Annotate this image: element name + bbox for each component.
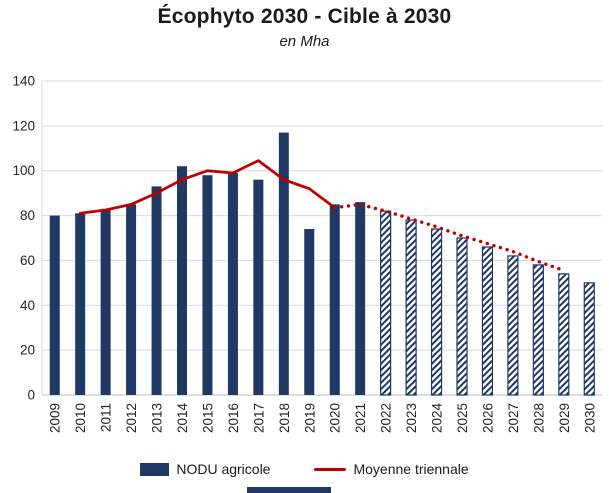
bar-2022 xyxy=(380,210,392,396)
bar-2020 xyxy=(329,204,340,395)
x-tick-label-2018: 2018 xyxy=(277,403,292,433)
x-tick-label-2027: 2027 xyxy=(506,403,521,433)
x-tick-label-2028: 2028 xyxy=(531,403,546,433)
legend-line-swatch xyxy=(314,467,347,471)
legend-item-moyenne-triennale: Moyenne triennale xyxy=(314,461,469,477)
y-tick-label-0: 0 xyxy=(27,388,35,403)
line-moyenne-triennale-solid xyxy=(78,159,337,215)
x-tick-label-2014: 2014 xyxy=(175,403,190,434)
x-tick-label-2024: 2024 xyxy=(430,403,445,434)
chart-area: 0 20 40 60 80 100 120 140 2009 2010 2011 2012 2013 20… xyxy=(0,56,609,458)
bar-2029 xyxy=(558,273,570,396)
bar-2025 xyxy=(456,237,468,396)
bottom-crop-bar xyxy=(247,487,331,493)
x-tick-label-2025: 2025 xyxy=(455,403,470,433)
legend-line-label: Moyenne triennale xyxy=(353,461,469,477)
bar-2023 xyxy=(405,219,417,396)
bar-2013 xyxy=(151,186,162,395)
bar-2030 xyxy=(583,282,595,396)
bar-2019 xyxy=(304,229,315,395)
x-tick-label-2015: 2015 xyxy=(200,403,215,433)
legend: NODU agricole Moyenne triennale xyxy=(0,461,609,477)
line-moyenne-triennale-dotted xyxy=(333,202,566,273)
x-tick-label-2012: 2012 xyxy=(124,403,139,433)
x-tick-label-2010: 2010 xyxy=(73,403,88,433)
legend-bar-swatch xyxy=(140,462,170,476)
x-tick-label-2022: 2022 xyxy=(379,403,394,433)
x-tick-label-2016: 2016 xyxy=(226,403,241,433)
x-tick-label-2026: 2026 xyxy=(480,403,495,433)
bar-2021 xyxy=(355,202,366,395)
x-tick-label-2029: 2029 xyxy=(557,403,572,433)
bar-2012 xyxy=(126,204,137,395)
bar-2027 xyxy=(507,255,519,396)
y-tick-label-80: 80 xyxy=(20,208,35,223)
bar-2010 xyxy=(75,213,86,395)
x-tick-label-2013: 2013 xyxy=(150,403,165,433)
chart-title: Écophyto 2030 - Cible à 2030 xyxy=(157,5,452,28)
chart-plot: 0 20 40 60 80 100 120 140 2009 2010 2011 2012 2013 20… xyxy=(12,74,602,434)
x-tick-label-2020: 2020 xyxy=(328,403,343,433)
chart-subtitle: en Mha xyxy=(279,33,330,50)
bar-2011 xyxy=(100,208,111,395)
bar-2017 xyxy=(253,179,264,395)
bar-2018 xyxy=(278,132,289,395)
x-tick-label-2030: 2030 xyxy=(582,403,597,433)
x-tick-label-2011: 2011 xyxy=(99,403,114,432)
bar-2024 xyxy=(430,228,443,396)
x-tick-label-2017: 2017 xyxy=(251,403,266,433)
y-tick-label-20: 20 xyxy=(20,343,35,358)
bar-2016 xyxy=(227,172,238,395)
y-tick-label-120: 120 xyxy=(12,118,35,133)
bar-2015 xyxy=(202,175,213,395)
x-tick-label-2009: 2009 xyxy=(48,403,63,433)
x-tick-label-2021: 2021 xyxy=(353,403,368,433)
x-tick-label-2023: 2023 xyxy=(404,403,419,433)
legend-bar-label: NODU agricole xyxy=(176,461,271,477)
bar-2026 xyxy=(481,246,494,396)
y-tick-label-60: 60 xyxy=(20,253,35,268)
y-tick-label-100: 100 xyxy=(12,163,35,178)
legend-item-nodu-agricole: NODU agricole xyxy=(140,461,270,477)
bar-2014 xyxy=(177,166,187,395)
y-tick-label-40: 40 xyxy=(20,298,35,313)
x-tick-label-2019: 2019 xyxy=(302,403,317,433)
bar-2009 xyxy=(49,215,60,395)
bar-2028 xyxy=(532,264,544,396)
y-tick-label-140: 140 xyxy=(12,74,35,89)
